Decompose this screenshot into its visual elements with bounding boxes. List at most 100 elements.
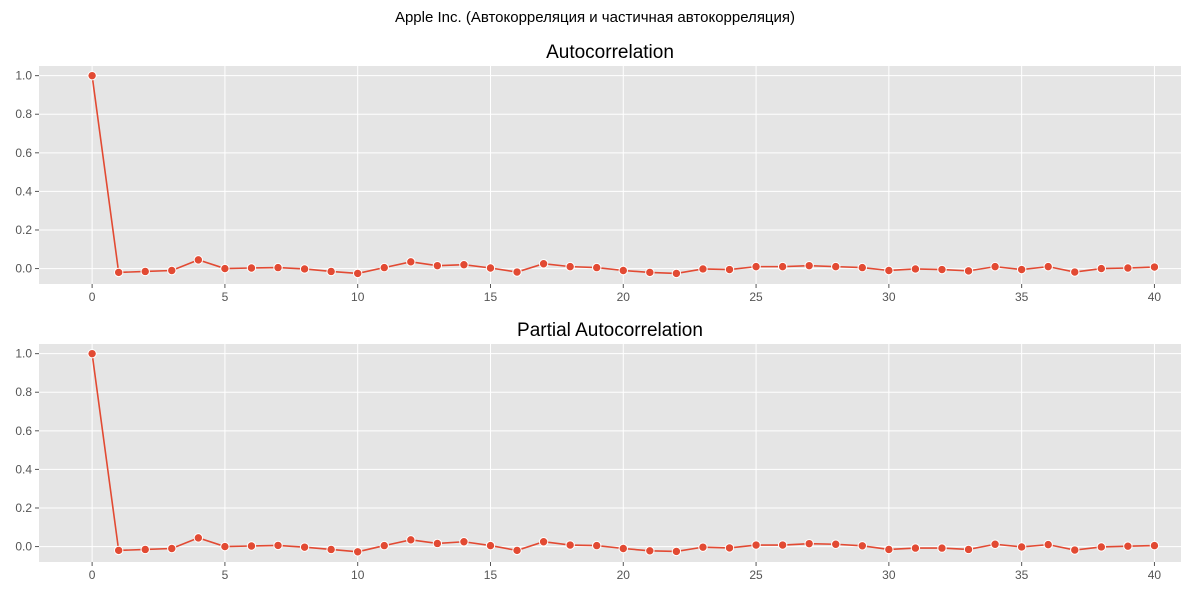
acf-data-point	[671, 268, 682, 279]
acf-ytick-label: 0.8	[15, 107, 32, 121]
acf-data-point	[87, 70, 97, 81]
acf-data-point	[432, 260, 443, 271]
acf-xtick-label: 0	[89, 290, 96, 304]
acf-xtick-label: 35	[1015, 290, 1029, 304]
acf-data-point	[990, 261, 1000, 272]
pacf-data-point	[910, 543, 921, 553]
pacf-data-point	[698, 542, 708, 552]
pacf-data-point	[352, 547, 363, 557]
acf-xtick-label: 25	[749, 290, 763, 304]
pacf-data-point	[326, 544, 336, 555]
acf-data-point	[592, 262, 602, 273]
acf-ytick-label: 0.2	[15, 223, 32, 237]
pacf-data-point	[1096, 542, 1107, 552]
acf-data-point	[352, 268, 363, 279]
acf-data-point	[1043, 261, 1053, 272]
pacf-ytick-label: 1.0	[15, 347, 32, 361]
acf-data-point	[884, 265, 894, 276]
acf-data-point	[246, 263, 257, 273]
acf-data-point	[326, 266, 336, 277]
acf-xtick-label: 10	[351, 290, 365, 304]
acf-data-point	[406, 257, 416, 267]
pacf-xtick-label: 30	[882, 568, 896, 582]
pacf-data-point	[538, 537, 549, 547]
pacf-data-point	[671, 546, 682, 557]
pacf-data-point	[140, 544, 150, 555]
acf-data-point	[379, 262, 389, 273]
acf-data-point	[910, 264, 921, 274]
pacf-ytick-label: 0.8	[15, 385, 32, 399]
acf-xtick-label: 40	[1148, 290, 1162, 304]
acf-ytick-label: 0.0	[15, 262, 32, 276]
pacf-data-point	[592, 540, 602, 551]
pacf-data-point	[990, 539, 1000, 549]
acf-data-point	[299, 264, 310, 274]
pacf-data-point	[777, 540, 788, 550]
acf-data-point	[937, 264, 947, 275]
acf-data-point	[1070, 267, 1080, 277]
acf-data-point	[538, 259, 549, 269]
pacf-data-point	[831, 539, 841, 549]
acf-data-point	[1016, 264, 1027, 275]
pacf-data-point	[299, 542, 310, 552]
pacf-xtick-label: 15	[484, 568, 498, 582]
acf-panel: 0.0 0.2 0.4 0.6 0.8 1.0 0 5 10 15 20 25 30 35 40 Autoco…	[15, 42, 1181, 304]
pacf-data-point	[1043, 539, 1053, 550]
acf-data-point	[1096, 263, 1107, 274]
pacf-data-point	[751, 540, 761, 550]
figure-suptitle: Apple Inc. (Автокорреляция и частичная а…	[395, 9, 795, 26]
pacf-data-point	[167, 543, 177, 554]
pacf-data-point	[884, 544, 894, 555]
pacf-ytick-label: 0.0	[15, 540, 32, 554]
pacf-data-point	[645, 546, 655, 556]
pacf-data-point	[246, 541, 257, 551]
acf-data-point	[777, 261, 788, 272]
acf-data-point	[698, 264, 708, 274]
pacf-data-point	[724, 543, 735, 553]
pacf-data-point	[193, 533, 204, 543]
pacf-data-point	[857, 541, 868, 551]
pacf-data-point	[220, 541, 230, 552]
pacf-xtick-label: 0	[89, 568, 96, 582]
pacf-xtick-label: 40	[1148, 568, 1162, 582]
pacf-ytick-label: 0.4	[15, 462, 32, 476]
acf-data-point	[459, 260, 469, 270]
acf-data-point	[1123, 263, 1133, 273]
pacf-data-point	[432, 538, 443, 549]
pacf-data-point	[937, 543, 947, 553]
pacf-xtick-label: 20	[617, 568, 631, 582]
acf-data-point	[857, 262, 868, 273]
acf-data-point	[831, 261, 841, 272]
pacf-xtick-label: 35	[1015, 568, 1029, 582]
pacf-data-point	[273, 540, 283, 551]
acf-xtick-label: 30	[882, 290, 896, 304]
pacf-data-point	[113, 545, 124, 556]
acf-data-point	[193, 255, 204, 265]
pacf-data-point	[565, 540, 575, 550]
acf-ytick-label: 0.4	[15, 184, 32, 198]
pacf-data-point	[1149, 540, 1160, 551]
pacf-data-point	[485, 540, 496, 551]
pacf-data-point	[1016, 542, 1027, 552]
pacf-data-point	[512, 545, 522, 556]
pacf-ytick-label: 0.6	[15, 424, 32, 438]
pacf-data-point	[1070, 545, 1080, 555]
pacf-xtick-label: 10	[351, 568, 365, 582]
acf-data-point	[1149, 262, 1160, 272]
acf-xtick-label: 5	[222, 290, 229, 304]
pacf-xtick-label: 25	[749, 568, 763, 582]
acf-plot-area	[39, 66, 1181, 284]
pacf-data-point	[406, 535, 416, 545]
pacf-data-point	[379, 540, 389, 551]
acf-ytick-label: 1.0	[15, 69, 32, 83]
pacf-data-point	[87, 348, 97, 359]
pacf-xtick-label: 5	[222, 568, 229, 582]
acf-data-point	[724, 264, 735, 275]
acf-data-point	[618, 265, 628, 276]
pacf-plot-area	[39, 344, 1181, 562]
acf-data-point	[113, 267, 124, 278]
acf-data-point	[645, 267, 655, 278]
pacf-data-point	[1123, 541, 1133, 551]
pacf-data-point	[459, 537, 469, 547]
